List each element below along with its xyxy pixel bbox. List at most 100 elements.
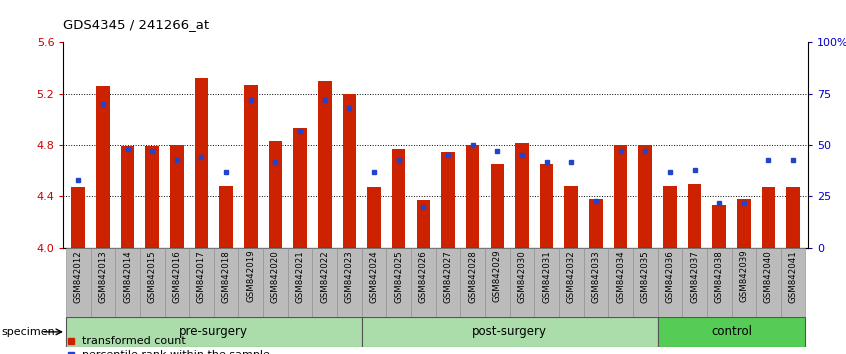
Text: GSM842036: GSM842036	[666, 250, 674, 303]
Bar	[787, 188, 800, 248]
Bar	[564, 186, 578, 248]
Bar	[146, 147, 159, 248]
Bar	[170, 145, 184, 248]
Bar	[115, 248, 140, 317]
Text: GSM842022: GSM842022	[321, 250, 329, 303]
Bar	[657, 248, 682, 317]
Bar	[337, 248, 362, 317]
Bar	[392, 149, 405, 248]
Bar	[318, 81, 332, 248]
Bar	[362, 317, 657, 347]
Bar	[712, 205, 726, 248]
Bar	[411, 248, 436, 317]
Text: GSM842017: GSM842017	[197, 250, 206, 303]
Bar	[639, 145, 652, 248]
Text: specimen: specimen	[2, 327, 56, 337]
Text: GSM842024: GSM842024	[370, 250, 378, 303]
Bar	[663, 186, 677, 248]
Bar	[608, 248, 633, 317]
Bar	[71, 188, 85, 248]
Text: GSM842018: GSM842018	[222, 250, 231, 303]
Text: GSM842029: GSM842029	[493, 250, 502, 303]
Text: GSM842039: GSM842039	[739, 250, 749, 303]
Text: control: control	[711, 325, 752, 338]
Text: GSM842020: GSM842020	[271, 250, 280, 303]
Bar	[559, 248, 584, 317]
Bar	[66, 317, 362, 347]
Text: GSM842028: GSM842028	[468, 250, 477, 303]
Bar	[781, 248, 805, 317]
Text: GSM842015: GSM842015	[148, 250, 157, 303]
Bar	[509, 248, 535, 317]
Text: GSM842023: GSM842023	[345, 250, 354, 303]
Text: GSM842013: GSM842013	[98, 250, 107, 303]
Bar	[756, 248, 781, 317]
Bar	[614, 145, 628, 248]
Text: GSM842038: GSM842038	[715, 250, 723, 303]
Bar	[239, 248, 263, 317]
Text: GSM842019: GSM842019	[246, 250, 255, 303]
Text: GSM842012: GSM842012	[74, 250, 83, 303]
Bar	[460, 248, 485, 317]
Bar	[657, 317, 805, 347]
Bar	[436, 248, 460, 317]
Bar	[244, 85, 257, 248]
Text: GSM842016: GSM842016	[173, 250, 181, 303]
Bar	[633, 248, 657, 317]
Bar	[362, 248, 387, 317]
Bar	[294, 129, 307, 248]
Bar	[491, 164, 504, 248]
Text: GSM842033: GSM842033	[591, 250, 601, 303]
Bar	[269, 141, 283, 248]
Bar	[732, 248, 756, 317]
Text: GSM842026: GSM842026	[419, 250, 428, 303]
Bar	[367, 188, 381, 248]
Bar	[707, 248, 732, 317]
Bar	[219, 186, 233, 248]
Bar	[515, 143, 529, 248]
Bar	[761, 188, 775, 248]
Text: GSM842030: GSM842030	[518, 250, 526, 303]
Text: GSM842041: GSM842041	[788, 250, 798, 303]
Bar	[121, 147, 135, 248]
Bar	[387, 248, 411, 317]
Bar	[485, 248, 509, 317]
Text: GSM842037: GSM842037	[690, 250, 699, 303]
Bar	[96, 86, 110, 248]
Text: post-surgery: post-surgery	[472, 325, 547, 338]
Bar	[535, 248, 559, 317]
Text: GSM842027: GSM842027	[443, 250, 453, 303]
Text: GSM842040: GSM842040	[764, 250, 773, 303]
Bar	[589, 199, 602, 248]
Bar	[442, 152, 455, 248]
Bar	[164, 248, 190, 317]
Bar	[91, 248, 115, 317]
Text: GDS4345 / 241266_at: GDS4345 / 241266_at	[63, 18, 210, 31]
Bar	[214, 248, 239, 317]
Bar	[312, 248, 337, 317]
Text: pre-surgery: pre-surgery	[179, 325, 249, 338]
Bar	[688, 184, 701, 248]
Bar	[190, 248, 214, 317]
Text: GSM842031: GSM842031	[542, 250, 551, 303]
Bar	[195, 78, 208, 248]
Text: GSM842021: GSM842021	[295, 250, 305, 303]
Bar	[682, 248, 707, 317]
Text: GSM842034: GSM842034	[616, 250, 625, 303]
Bar	[263, 248, 288, 317]
Bar	[737, 199, 750, 248]
Bar	[66, 248, 91, 317]
Bar	[540, 164, 553, 248]
Bar	[140, 248, 164, 317]
Text: GSM842014: GSM842014	[123, 250, 132, 303]
Text: GSM842035: GSM842035	[640, 250, 650, 303]
Bar	[466, 145, 480, 248]
Text: GSM842025: GSM842025	[394, 250, 404, 303]
Bar	[343, 94, 356, 248]
Text: percentile rank within the sample: percentile rank within the sample	[82, 350, 270, 354]
Text: GSM842032: GSM842032	[567, 250, 576, 303]
Text: transformed count: transformed count	[82, 336, 186, 346]
Bar	[584, 248, 608, 317]
Bar	[288, 248, 312, 317]
Bar	[416, 200, 430, 248]
